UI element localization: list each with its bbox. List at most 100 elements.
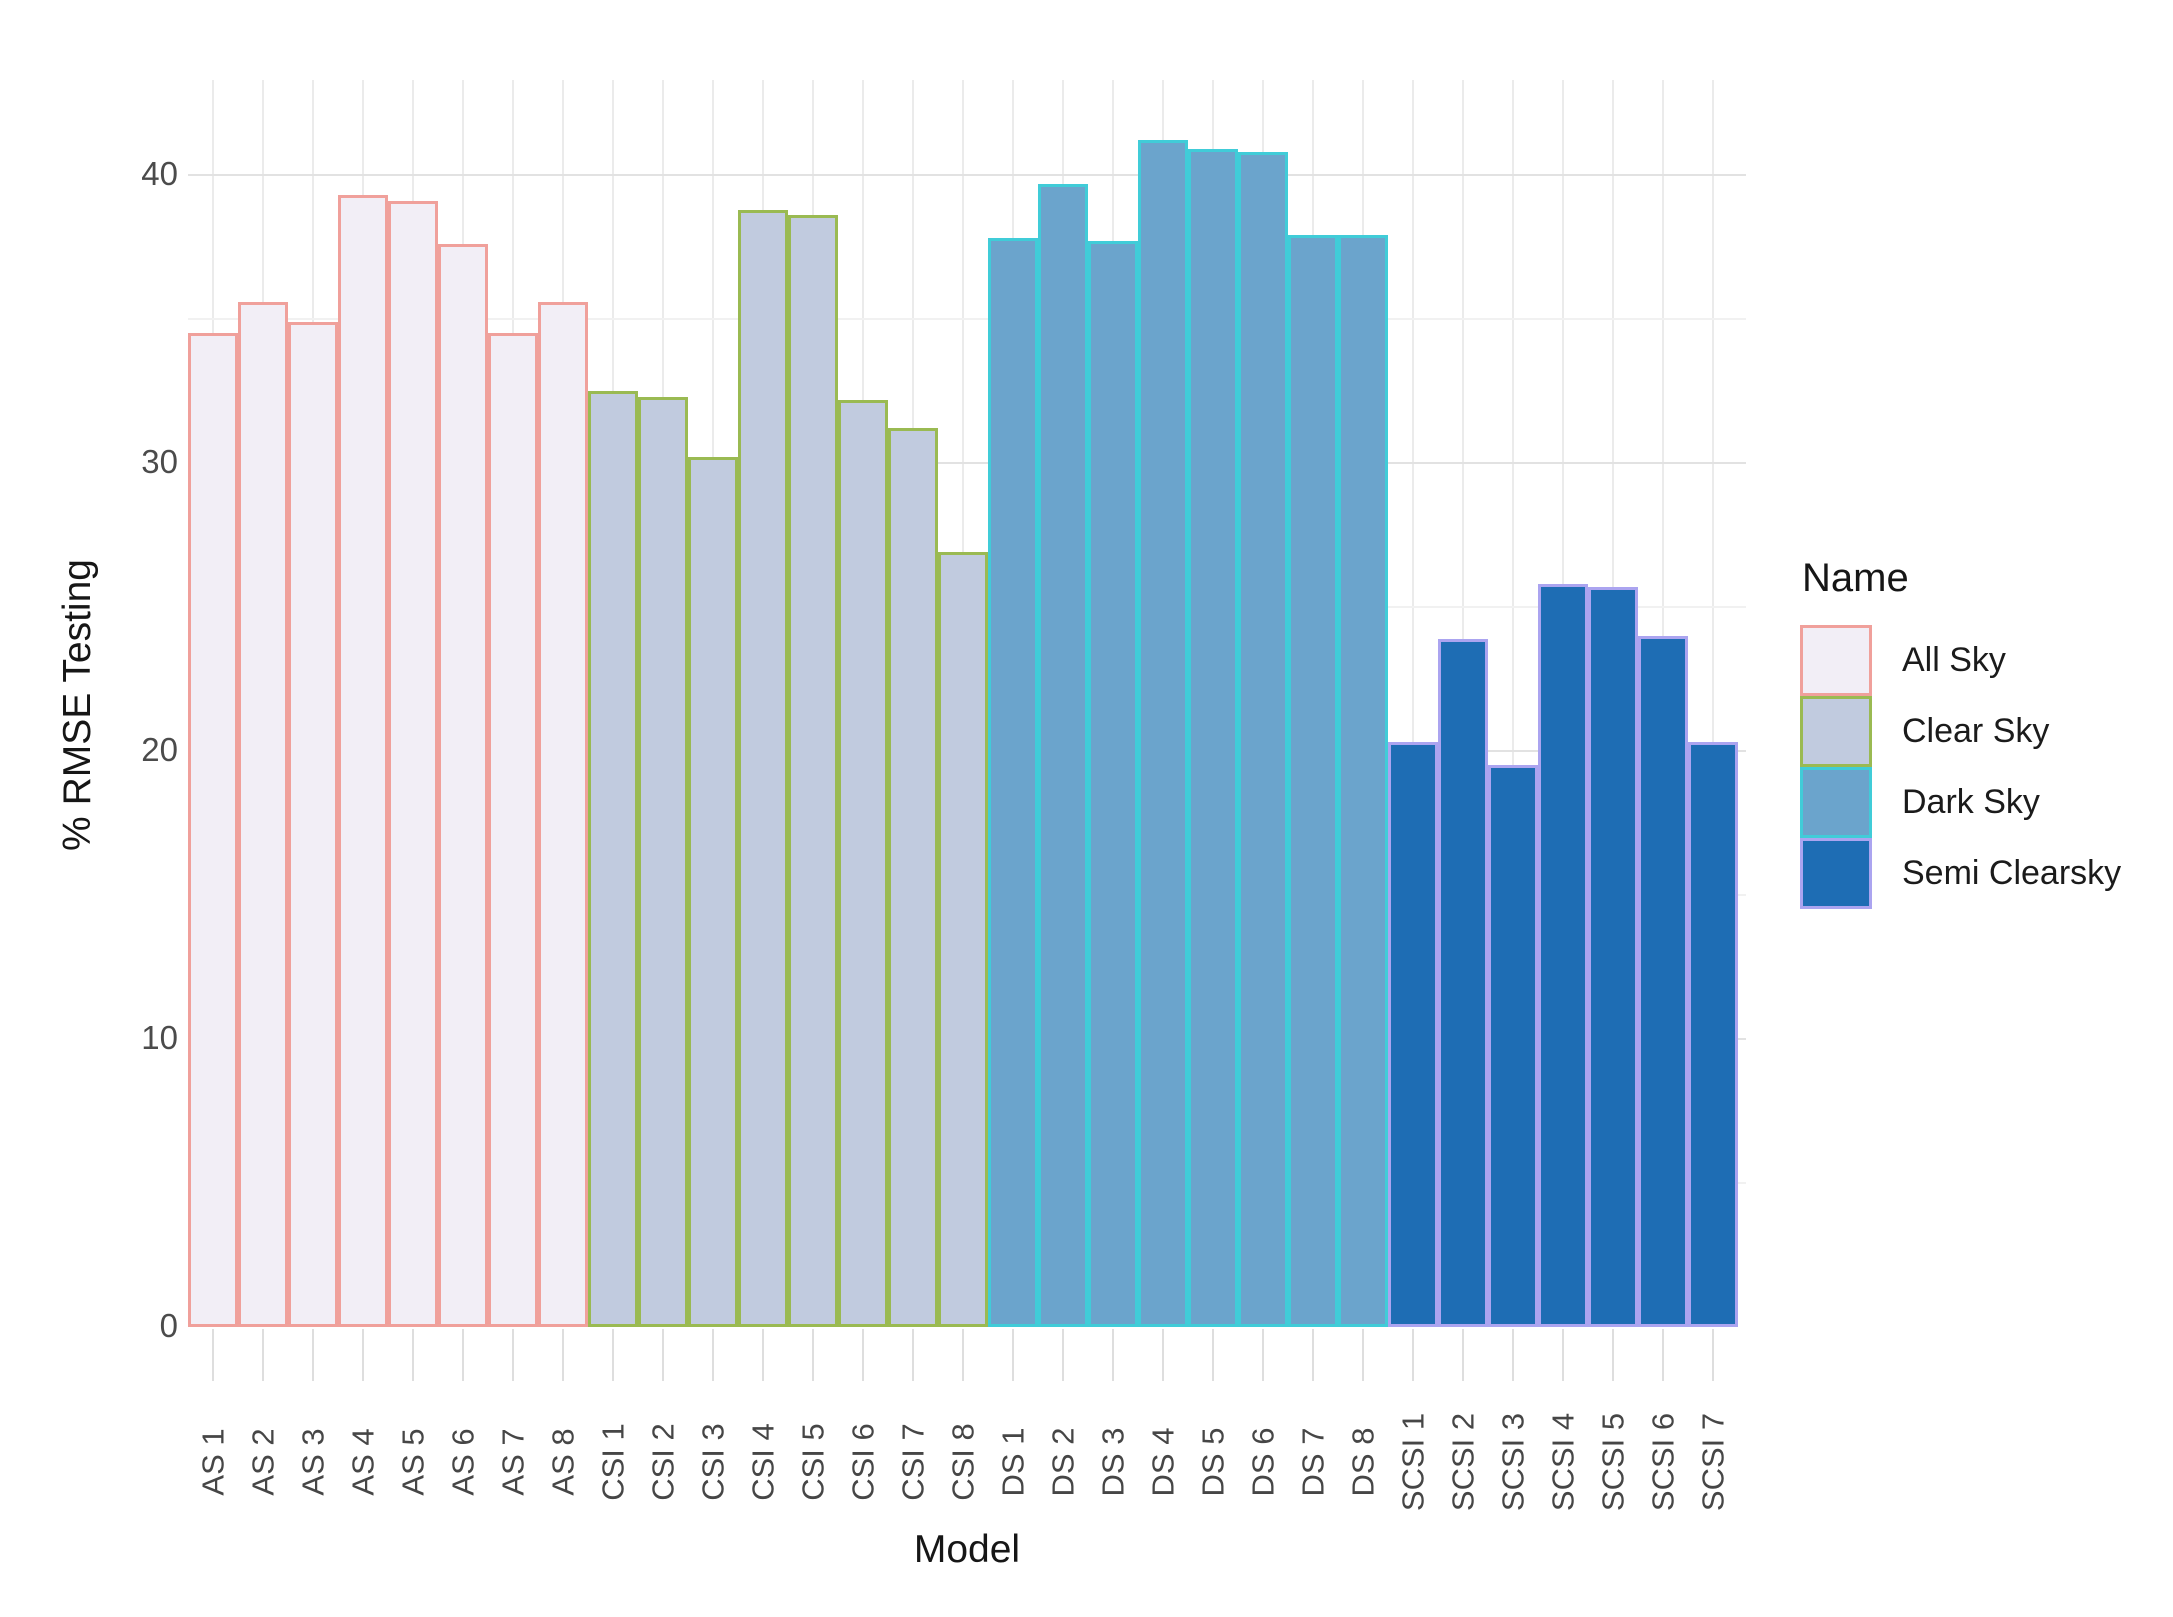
bar-ds-1 xyxy=(988,238,1038,1327)
x-tick-label: SCSI 1 xyxy=(1395,1412,1431,1512)
x-tick-label: DS 4 xyxy=(1145,1427,1181,1497)
x-tick-label: DS 8 xyxy=(1345,1427,1381,1497)
bar-ds-2 xyxy=(1038,184,1088,1327)
legend-swatch xyxy=(1800,767,1872,838)
x-tick-mark xyxy=(1162,1329,1164,1381)
x-tick-mark xyxy=(1462,1329,1464,1381)
bar-ds-5 xyxy=(1188,149,1238,1327)
x-tick-mark xyxy=(1412,1329,1414,1381)
bar-as-1 xyxy=(188,333,238,1327)
bar-scsi-5 xyxy=(1588,587,1638,1327)
bar-ds-7 xyxy=(1288,235,1338,1327)
bar-scsi-1 xyxy=(1388,742,1438,1327)
legend: Name All Sky Clear Sky Dark Sky Semi Clears… xyxy=(1800,556,2121,909)
x-tick-label: CSI 2 xyxy=(645,1423,681,1501)
x-tick-label: DS 1 xyxy=(995,1427,1031,1497)
x-tick-label: AS 4 xyxy=(345,1428,381,1496)
y-tick-label: 30 xyxy=(141,443,178,481)
bar-ds-6 xyxy=(1238,152,1288,1327)
bar-csi-1 xyxy=(588,391,638,1327)
x-tick-label: AS 6 xyxy=(445,1428,481,1496)
x-tick-label: CSI 7 xyxy=(895,1423,931,1501)
x-tick-label: AS 3 xyxy=(295,1428,331,1496)
x-tick-label: DS 3 xyxy=(1095,1427,1131,1497)
x-tick-mark xyxy=(1262,1329,1264,1381)
bar-scsi-6 xyxy=(1638,636,1688,1327)
minor-gridline xyxy=(188,318,1746,320)
legend-item-all-sky: All Sky xyxy=(1800,625,2121,696)
bar-csi-3 xyxy=(688,457,738,1327)
x-tick-mark xyxy=(1612,1329,1614,1381)
bar-as-3 xyxy=(288,322,338,1327)
x-tick-mark xyxy=(1062,1329,1064,1381)
x-tick-label: AS 5 xyxy=(395,1428,431,1496)
x-tick-label: CSI 3 xyxy=(695,1423,731,1501)
x-tick-label: CSI 5 xyxy=(795,1423,831,1501)
legend-item-label: Dark Sky xyxy=(1902,783,2040,821)
bar-csi-2 xyxy=(638,397,688,1327)
x-tick-mark xyxy=(362,1329,364,1381)
legend-item-clear-sky: Clear Sky xyxy=(1800,696,2121,767)
major-gridline xyxy=(188,174,1746,176)
x-tick-label: CSI 8 xyxy=(945,1423,981,1501)
bar-scsi-2 xyxy=(1438,639,1488,1327)
bar-csi-4 xyxy=(738,210,788,1327)
x-axis-title: Model xyxy=(913,1528,1021,1571)
x-tick-mark xyxy=(1562,1329,1564,1381)
x-tick-mark xyxy=(762,1329,764,1381)
x-tick-label: AS 2 xyxy=(245,1428,281,1496)
x-tick-mark xyxy=(1512,1329,1514,1381)
bar-as-7 xyxy=(488,333,538,1327)
x-tick-mark xyxy=(512,1329,514,1381)
x-tick-label: AS 1 xyxy=(195,1428,231,1496)
bar-as-5 xyxy=(388,201,438,1327)
x-tick-mark xyxy=(412,1329,414,1381)
bar-scsi-3 xyxy=(1488,765,1538,1327)
legend-items: All Sky Clear Sky Dark Sky Semi Clearsky xyxy=(1800,625,2121,909)
y-axis-title: % RMSE Testing xyxy=(56,559,99,851)
x-tick-mark xyxy=(212,1329,214,1381)
legend-item-dark-sky: Dark Sky xyxy=(1800,767,2121,838)
y-tick-label: 40 xyxy=(141,155,178,193)
x-tick-label: AS 8 xyxy=(545,1428,581,1496)
x-tick-mark xyxy=(312,1329,314,1381)
x-tick-label: SCSI 3 xyxy=(1495,1412,1531,1512)
bar-ds-8 xyxy=(1338,235,1388,1327)
x-tick-mark xyxy=(712,1329,714,1381)
x-tick-label: DS 6 xyxy=(1245,1427,1281,1497)
legend-item-label: Clear Sky xyxy=(1902,712,2050,750)
bar-scsi-7 xyxy=(1688,742,1738,1327)
bar-as-8 xyxy=(538,302,588,1327)
legend-item-label: Semi Clearsky xyxy=(1902,854,2122,892)
x-tick-mark xyxy=(862,1329,864,1381)
x-tick-mark xyxy=(462,1329,464,1381)
bar-scsi-4 xyxy=(1538,584,1588,1327)
x-tick-label: SCSI 7 xyxy=(1695,1412,1731,1512)
x-tick-mark xyxy=(962,1329,964,1381)
vertical-gridline xyxy=(1512,80,1514,1327)
bar-csi-6 xyxy=(838,400,888,1327)
x-tick-label: SCSI 5 xyxy=(1595,1412,1631,1512)
x-axis: AS 1 AS 2 AS 3 AS 4 AS 5 AS 6 AS 7 AS 8 CSI 1 CSI… xyxy=(188,1327,1746,1567)
x-tick-label: DS 5 xyxy=(1195,1427,1231,1497)
x-tick-mark xyxy=(1362,1329,1364,1381)
x-tick-mark xyxy=(612,1329,614,1381)
x-tick-label: AS 7 xyxy=(495,1428,531,1496)
bar-csi-7 xyxy=(888,428,938,1327)
x-tick-mark xyxy=(912,1329,914,1381)
x-tick-label: SCSI 6 xyxy=(1645,1412,1681,1512)
x-tick-mark xyxy=(1112,1329,1114,1381)
x-tick-mark xyxy=(562,1329,564,1381)
legend-title: Name xyxy=(1802,556,1909,600)
x-tick-mark xyxy=(1662,1329,1664,1381)
legend-item-semi-clearsky: Semi Clearsky xyxy=(1800,838,2121,909)
x-tick-mark xyxy=(262,1329,264,1381)
x-tick-mark xyxy=(1312,1329,1314,1381)
legend-item-label: All Sky xyxy=(1902,641,2006,679)
x-tick-label: CSI 6 xyxy=(845,1423,881,1501)
bar-as-6 xyxy=(438,244,488,1327)
y-tick-label: 0 xyxy=(159,1307,178,1345)
vertical-gridline xyxy=(1412,80,1414,1327)
bar-as-4 xyxy=(338,195,388,1327)
y-tick-label: 20 xyxy=(141,731,178,769)
